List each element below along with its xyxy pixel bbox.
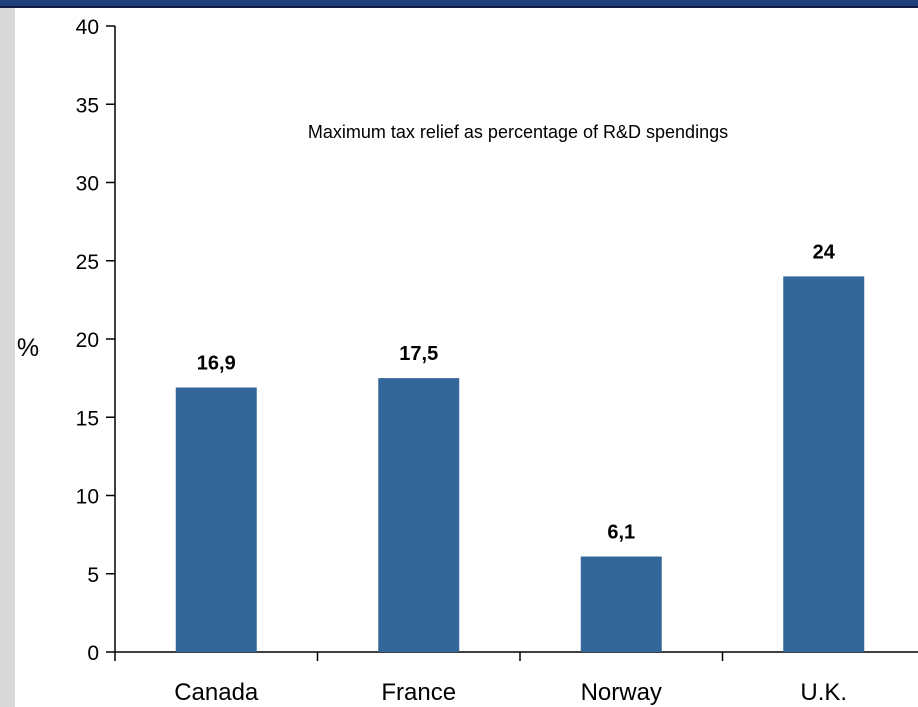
y-tick-label: 0 (87, 642, 99, 665)
data-label: 24 (813, 241, 836, 263)
y-tick-label: 30 (76, 173, 99, 196)
y-tick-label: 10 (76, 486, 99, 509)
data-label: 17,5 (399, 343, 438, 365)
bar-france (378, 378, 460, 652)
y-axis-label: % (17, 334, 39, 362)
x-category-label: Canada (174, 679, 259, 706)
x-category-label: U.K. (800, 679, 847, 706)
y-tick-label: 20 (76, 329, 99, 352)
data-label: 16,9 (197, 353, 236, 375)
y-tick-label: 40 (76, 16, 99, 39)
data-label: 6,1 (607, 522, 635, 544)
x-category-label: France (381, 679, 456, 706)
y-tick-label: 25 (76, 251, 99, 274)
y-tick-label: 35 (76, 94, 99, 117)
bar-canada (175, 387, 257, 652)
chart-title: Maximum tax relief as percentage of R&D … (308, 122, 728, 142)
y-tick-label: 5 (87, 564, 99, 587)
plot-area: 0 5 10 15 20 25 30 35 40 16,9 Canada 17,5 France 6,1 N… (76, 16, 918, 706)
y-tick-label: 15 (76, 407, 99, 430)
left-margin-strip (0, 0, 15, 707)
bar-norway (580, 556, 662, 652)
bar-u-k (783, 276, 865, 652)
top-header-bar (0, 0, 918, 8)
x-category-label: Norway (581, 679, 662, 706)
